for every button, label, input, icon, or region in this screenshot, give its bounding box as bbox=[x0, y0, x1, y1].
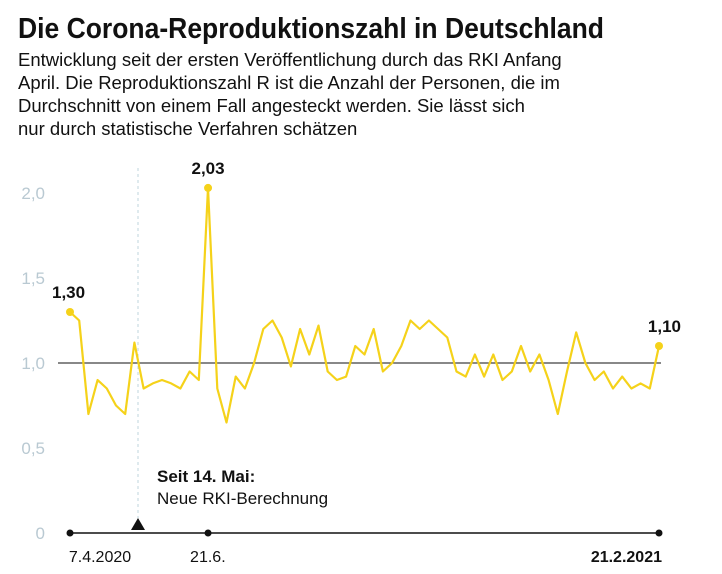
y-tick-label: 1,0 bbox=[21, 354, 45, 373]
y-tick-label: 1,5 bbox=[21, 269, 45, 288]
x-tick bbox=[66, 529, 74, 537]
subtitle-line: Entwicklung seit der ersten Veröffentlic… bbox=[18, 49, 562, 70]
x-tick bbox=[204, 529, 212, 537]
annotation-title: Seit 14. Mai: bbox=[157, 467, 255, 486]
x-tick-label: 21.2.2021 bbox=[591, 549, 662, 566]
data-line bbox=[69, 186, 661, 424]
subtitle-line: Durchschnitt von einem Fall angesteckt w… bbox=[18, 95, 525, 116]
y-tick-label: 0,5 bbox=[21, 439, 45, 458]
x-tick-label: 7.4.2020 bbox=[69, 549, 131, 566]
data-label: 1,30 bbox=[52, 283, 85, 302]
chart-title: Die Corona-Reproduktionszahl in Deutschl… bbox=[18, 13, 604, 45]
subtitle-line: April. Die Reproduktionszahl R ist die A… bbox=[18, 72, 560, 93]
data-label: 1,10 bbox=[648, 317, 681, 336]
y-tick-label: 2,0 bbox=[21, 184, 45, 203]
subtitle-line: nur durch statistische Verfahren schätze… bbox=[18, 118, 357, 139]
annotation-text: Neue RKI-Berechnung bbox=[157, 489, 328, 508]
data-point bbox=[655, 342, 663, 350]
data-point bbox=[204, 183, 213, 192]
x-tick bbox=[655, 529, 663, 537]
data-point bbox=[66, 308, 74, 316]
x-tick-label: 21.6. bbox=[190, 549, 226, 566]
data-label: 2,03 bbox=[192, 159, 225, 178]
annotation-marker bbox=[131, 518, 145, 530]
y-tick-label: 0 bbox=[36, 524, 45, 543]
